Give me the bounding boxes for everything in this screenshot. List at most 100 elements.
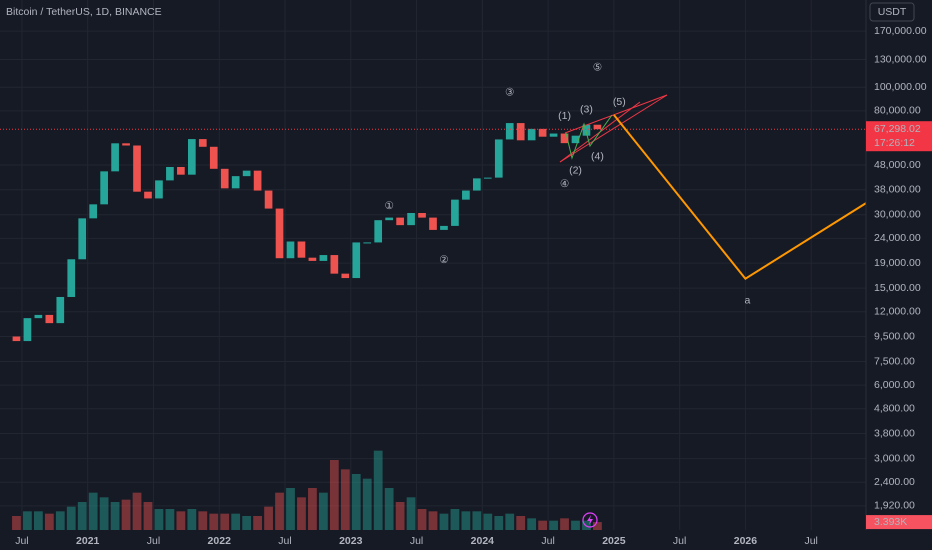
wave-label: (2) [569, 164, 582, 176]
y-tick-label: 6,000.00 [874, 379, 915, 391]
candle [374, 220, 383, 243]
candle [538, 128, 547, 137]
wave-label: ⑤ [593, 62, 603, 74]
volume-bar [23, 511, 32, 530]
volume-bar [55, 511, 65, 530]
y-tick-label: 3,800.00 [874, 427, 915, 439]
y-tick-label: 80,000.00 [874, 105, 921, 117]
symbol-title: Bitcoin / TetherUS, 1D, BINANCE [6, 6, 162, 18]
wave-label: ② [439, 254, 449, 266]
candle [352, 242, 361, 279]
wave-label: ③ [505, 86, 515, 98]
wave-label: ① [384, 200, 394, 212]
volume-bar [165, 509, 175, 530]
candle [253, 170, 262, 191]
price-axis [866, 0, 932, 550]
volume-bar [571, 520, 580, 530]
candle [89, 204, 98, 219]
y-tick-label: 38,000.00 [874, 184, 921, 196]
volume-bar [329, 460, 339, 530]
wedge-line [564, 94, 668, 134]
price-tag [866, 121, 932, 152]
volume-bar [77, 502, 87, 530]
volume-bar [44, 513, 54, 530]
x-tick-label: Jul [804, 535, 817, 547]
x-tick-label: 2022 [208, 535, 232, 547]
candle [187, 139, 196, 175]
candle [571, 135, 580, 144]
x-tick-label: 2024 [471, 535, 495, 547]
candle [462, 190, 470, 200]
volume-bar [351, 474, 361, 530]
volume-bar [176, 511, 186, 530]
wave-path [565, 114, 613, 160]
wave-label: ④ [560, 178, 570, 190]
candle [231, 176, 240, 189]
candle [220, 168, 229, 189]
candle [473, 178, 481, 191]
candle [363, 242, 372, 244]
drawings [559, 94, 668, 163]
candle [418, 213, 426, 218]
candle [133, 145, 141, 192]
currency[interactable]: USDT [878, 6, 907, 18]
currency-button[interactable] [869, 2, 915, 22]
candle [516, 123, 525, 141]
candle [12, 336, 21, 342]
candle [505, 123, 514, 140]
wave-label: (3) [580, 103, 593, 115]
volume-bar [593, 522, 602, 530]
candle [144, 191, 152, 199]
volume-bar [242, 516, 252, 530]
volume-bar [395, 502, 405, 530]
replay-icon[interactable] [582, 512, 598, 528]
candle [275, 208, 284, 259]
price-tag-label: 67,298.02 [874, 123, 921, 135]
x-tick-label: Jul [147, 535, 160, 547]
y-tick-label: 12,000.00 [874, 306, 921, 318]
candle [297, 241, 306, 258]
volume-bar [560, 518, 569, 530]
candle [341, 273, 350, 279]
candle [122, 143, 130, 146]
candle [440, 225, 448, 230]
volume-bar [308, 488, 317, 530]
candle [34, 314, 43, 319]
candle [407, 213, 415, 226]
volume-bar [12, 516, 21, 530]
volume-tag [866, 515, 932, 530]
volume-bar [231, 513, 241, 530]
x-tick-label: 2025 [602, 535, 626, 547]
volume-bar [275, 492, 284, 530]
volume-bar [99, 497, 109, 530]
y-tick-label: 170,000.00 [874, 25, 927, 37]
candle [330, 255, 339, 274]
candle [582, 124, 591, 136]
y-tick-label: 48,000.00 [874, 159, 921, 171]
bolt-icon [587, 515, 593, 525]
candle [308, 257, 317, 261]
volume-bar [549, 520, 558, 530]
y-tick-label: 15,000.00 [874, 282, 921, 294]
candle [286, 241, 295, 259]
volume-bar [538, 520, 548, 530]
candle [198, 139, 207, 147]
candle [78, 218, 87, 260]
volume-bar [198, 511, 208, 530]
volume-bar [286, 488, 295, 530]
y-tick-label: 19,000.00 [874, 257, 921, 269]
y-tick-label: 1,920.00 [874, 500, 915, 512]
y-tick-label: 100,000.00 [874, 81, 927, 93]
y-tick-label: 30,000.00 [874, 209, 921, 221]
y-tick-label: 3,000.00 [874, 452, 915, 464]
y-tick-label: 2,400.00 [874, 476, 915, 488]
volume-bar [264, 506, 273, 530]
volume-bar [472, 511, 482, 530]
candle [264, 190, 273, 209]
volume-bar [121, 499, 131, 530]
candle [451, 199, 459, 226]
volume-bar [527, 518, 537, 530]
candle [527, 128, 536, 141]
